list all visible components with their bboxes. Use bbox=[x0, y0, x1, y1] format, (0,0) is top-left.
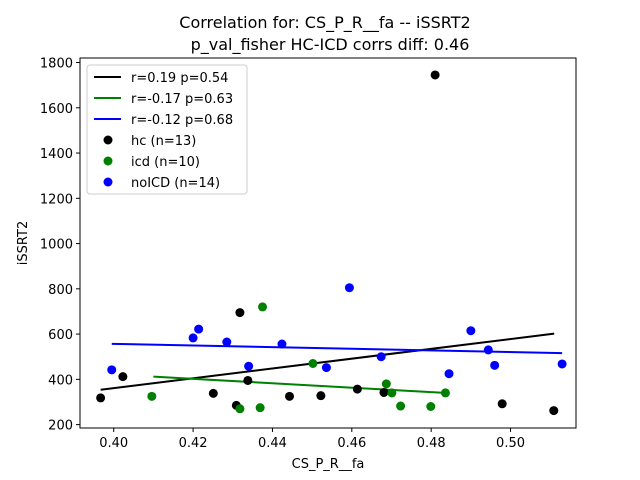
data-point bbox=[381, 379, 391, 389]
y-axis: 200 400 600 800 1000 1200 1400 1600 1800 bbox=[40, 57, 80, 434]
data-point bbox=[376, 352, 386, 362]
x-axis: 0.40 0.42 0.44 0.46 0.48 0.50 bbox=[99, 428, 525, 451]
y-tick-label: 600 bbox=[48, 328, 73, 343]
data-point bbox=[497, 399, 507, 409]
data-point bbox=[244, 361, 254, 371]
fit-line bbox=[111, 342, 563, 355]
y-tick-label: 400 bbox=[48, 373, 73, 388]
legend-entry-label: r=-0.12 p=0.68 bbox=[131, 113, 233, 128]
data-point bbox=[483, 345, 493, 355]
data-point bbox=[557, 359, 567, 369]
legend-entry-label: r=0.19 p=0.54 bbox=[131, 71, 228, 86]
data-point bbox=[396, 401, 406, 411]
x-tick-label: 0.48 bbox=[417, 436, 446, 451]
data-point bbox=[426, 402, 436, 412]
legend-entry-label: noICD (n=14) bbox=[131, 176, 220, 191]
legend-entry-label: icd (n=10) bbox=[131, 155, 200, 170]
data-point bbox=[235, 308, 245, 318]
y-tick-label: 1800 bbox=[40, 57, 73, 72]
data-point bbox=[321, 363, 331, 373]
legend-marker-swatch bbox=[103, 156, 113, 166]
data-point bbox=[194, 324, 204, 334]
data-point bbox=[107, 365, 117, 375]
data-point bbox=[430, 70, 440, 80]
data-point bbox=[243, 375, 253, 385]
data-points-group bbox=[96, 70, 567, 416]
data-point bbox=[308, 359, 318, 369]
data-point bbox=[466, 326, 476, 336]
x-tick-label: 0.42 bbox=[179, 436, 208, 451]
data-point bbox=[188, 333, 198, 343]
chart-title-line2: p_val_fisher HC-ICD corrs diff: 0.46 bbox=[191, 35, 470, 55]
x-tick-label: 0.50 bbox=[496, 436, 525, 451]
data-point bbox=[490, 360, 500, 370]
x-tick-label: 0.40 bbox=[99, 436, 128, 451]
data-point bbox=[344, 283, 354, 293]
x-tick-label: 0.44 bbox=[258, 436, 287, 451]
legend-marker-swatch bbox=[103, 135, 113, 145]
data-point bbox=[379, 387, 389, 397]
y-tick-label: 800 bbox=[48, 283, 73, 298]
x-axis-title: CS_P_R__fa bbox=[292, 457, 365, 472]
legend-entry-label: hc (n=13) bbox=[131, 134, 196, 149]
data-point bbox=[352, 384, 362, 394]
x-tick-label: 0.46 bbox=[337, 436, 366, 451]
data-point bbox=[222, 337, 232, 347]
data-point bbox=[147, 391, 157, 401]
data-point bbox=[235, 404, 245, 414]
data-point bbox=[277, 339, 287, 349]
y-axis-title: iSSRT2 bbox=[16, 221, 31, 265]
plot-area-frame bbox=[79, 57, 577, 429]
data-point bbox=[444, 369, 454, 379]
y-tick-label: 200 bbox=[48, 419, 73, 434]
data-point bbox=[285, 391, 295, 401]
chart-title-line1: Correlation for: CS_P_R__fa -- iSSRT2 bbox=[179, 13, 470, 33]
fit-line bbox=[100, 332, 555, 391]
y-tick-label: 1400 bbox=[40, 147, 73, 162]
legend-marker-swatch bbox=[103, 177, 113, 187]
data-point bbox=[208, 388, 218, 398]
y-tick-label: 1200 bbox=[40, 192, 73, 207]
data-point bbox=[118, 372, 128, 382]
fit-line bbox=[153, 375, 446, 394]
data-point bbox=[316, 391, 326, 401]
y-tick-label: 1600 bbox=[40, 102, 73, 117]
data-point bbox=[258, 302, 268, 312]
data-point bbox=[96, 393, 106, 403]
data-point bbox=[387, 388, 397, 398]
data-point bbox=[549, 406, 559, 416]
legend: r=0.19 p=0.54 r=-0.17 p=0.63 r=-0.12 p=0.6… bbox=[86, 64, 248, 195]
legend-entry-label: r=-0.17 p=0.63 bbox=[131, 92, 233, 107]
data-point bbox=[440, 388, 450, 398]
y-tick-label: 1000 bbox=[40, 238, 73, 253]
data-point bbox=[255, 403, 265, 413]
legend-box bbox=[86, 64, 248, 195]
